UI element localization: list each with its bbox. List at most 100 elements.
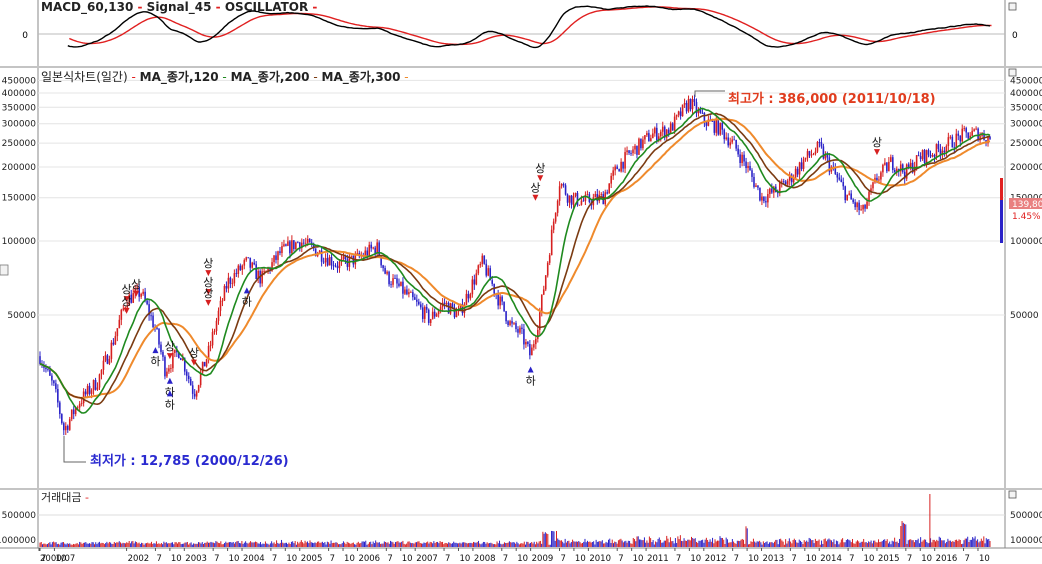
- candle-body: [180, 358, 182, 361]
- candle-body: [759, 187, 761, 201]
- candle-body: [251, 262, 254, 268]
- candle-body: [513, 322, 515, 324]
- candle-body: [707, 119, 710, 126]
- candle-body: [102, 360, 105, 370]
- candle-body: [745, 161, 747, 168]
- candle-body: [132, 293, 135, 303]
- macd-zero-label-left: 0: [22, 31, 28, 41]
- candle-body: [225, 286, 228, 289]
- candle-body: [118, 319, 121, 329]
- macd-title-osc: OSCILLATOR: [225, 0, 308, 14]
- candle-body: [586, 194, 589, 196]
- candle-body: [106, 355, 109, 364]
- buy-signal-arrow: [166, 377, 173, 384]
- time-tick-label: 10: [55, 554, 66, 564]
- candle-body: [616, 166, 618, 170]
- candle-body: [751, 170, 753, 177]
- time-tick-label: 2009: [532, 554, 554, 564]
- candle-body: [540, 294, 543, 313]
- candle-body: [94, 380, 97, 390]
- candle-body: [330, 257, 333, 266]
- candle-body: [650, 138, 652, 142]
- candle-body: [529, 344, 531, 356]
- candle-body: [255, 264, 257, 280]
- candle-body: [229, 277, 232, 284]
- candle-body: [291, 240, 293, 254]
- volume-tick-right: 1000000: [1010, 536, 1042, 546]
- candle-body: [318, 250, 321, 254]
- candle-body: [693, 99, 696, 103]
- macd-panel-menu-button[interactable]: [1008, 2, 1017, 11]
- sell-signal-arrow: [166, 353, 173, 360]
- time-tick-label: 2015: [878, 554, 900, 564]
- candle-body: [953, 147, 956, 149]
- candle-body: [243, 260, 246, 266]
- candle-body: [390, 284, 392, 286]
- candle-body: [302, 242, 305, 244]
- candle-body: [201, 361, 204, 373]
- time-tick-label: 7: [791, 554, 796, 564]
- candle-body: [98, 374, 101, 388]
- candle-body: [941, 150, 944, 155]
- time-tick-label: 10: [864, 554, 875, 564]
- candle-body: [374, 247, 376, 254]
- price-tick-right: 300000: [1010, 120, 1042, 130]
- candle-body: [804, 157, 807, 160]
- current-price-tag: [1009, 198, 1042, 209]
- candle-body: [463, 304, 466, 314]
- candle-body: [344, 256, 347, 260]
- candle-body: [398, 283, 400, 286]
- candle-body: [870, 188, 872, 192]
- candle-body: [542, 289, 545, 295]
- price-title-ma300: MA_종가,300: [322, 69, 401, 85]
- price-panel-scroll-handle[interactable]: [0, 264, 9, 276]
- volume-panel: 거래대금 - 500000 500000 1000000 1000000: [0, 490, 1042, 548]
- candle-body: [146, 300, 148, 305]
- candle-body: [285, 244, 287, 246]
- candle-body: [62, 423, 65, 431]
- candle-body: [189, 378, 192, 386]
- candle-body: [535, 338, 537, 345]
- candle-body: [729, 142, 731, 146]
- marker-label-up: 상: [530, 182, 540, 195]
- candle-body: [675, 114, 678, 117]
- sell-signal-arrow: [205, 270, 212, 277]
- candle-body: [245, 257, 248, 261]
- time-tick-label: 10: [748, 554, 759, 564]
- price-title-sep-3: -: [313, 70, 317, 84]
- candle-body: [652, 133, 654, 139]
- candle-body: [306, 238, 309, 243]
- candle-body: [281, 246, 283, 253]
- candle-body: [808, 151, 811, 156]
- candle-body: [967, 132, 969, 139]
- candle-body: [671, 123, 674, 131]
- volume-panel-menu-button[interactable]: [1008, 490, 1017, 499]
- time-tick-label: 7: [214, 554, 219, 564]
- candle-body: [324, 258, 327, 263]
- candle-body: [122, 308, 125, 310]
- candlestick-series: [39, 94, 991, 436]
- candle-body: [919, 156, 922, 160]
- candle-body: [546, 262, 549, 276]
- candle-body: [578, 204, 581, 206]
- sell-signal-arrow: [873, 149, 880, 156]
- candle-body: [392, 278, 394, 285]
- time-tick-label: 10: [921, 554, 932, 564]
- candle-body: [727, 137, 730, 146]
- marker-label-up: 상: [122, 295, 132, 308]
- macd-title-signal: Signal_45: [147, 0, 212, 15]
- candle-body: [987, 136, 989, 144]
- candle-body: [576, 192, 579, 205]
- candle-body: [408, 292, 410, 295]
- time-tick-label: 7: [907, 554, 912, 564]
- candle-body: [455, 311, 458, 318]
- time-tick-label: 10: [979, 554, 990, 564]
- candle-body: [378, 242, 380, 257]
- candle-body: [412, 292, 414, 298]
- candle-body: [816, 142, 819, 152]
- time-tick-label: 7: [387, 554, 392, 564]
- marker-label-down: 하: [150, 354, 160, 368]
- price-panel-menu-button[interactable]: [1008, 68, 1017, 77]
- candle-body: [580, 200, 583, 205]
- candle-body: [703, 112, 706, 123]
